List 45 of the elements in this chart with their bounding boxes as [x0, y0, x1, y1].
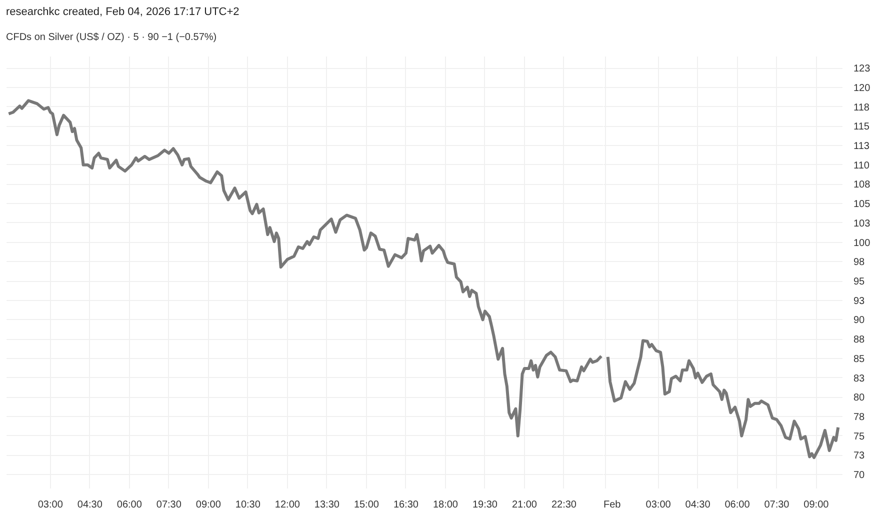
- y-tick-label: 83: [854, 373, 866, 384]
- y-tick-label: 88: [854, 334, 866, 346]
- x-tick-label: 09:00: [196, 500, 222, 510]
- y-tick-label: 113: [854, 141, 870, 152]
- x-tick-label: 18:00: [432, 500, 458, 510]
- y-tick-label: 73: [854, 450, 866, 462]
- x-tick-label: 12:00: [274, 500, 300, 510]
- x-tick-label: 21:00: [512, 500, 538, 510]
- chart-subtitle: CFDs on Silver (US$ / OZ) · 5 · 90 −1 (−0.57%): [6, 31, 217, 45]
- x-tick-label: 09:00: [804, 500, 830, 510]
- y-tick-label: 118: [854, 102, 870, 114]
- x-tick-label: 04:30: [77, 500, 103, 510]
- y-tick-label: 93: [854, 296, 866, 307]
- y-tick-label: 78: [854, 412, 866, 423]
- x-tick-label: 07:30: [764, 500, 790, 510]
- y-tick-label: 105: [854, 199, 871, 210]
- x-tick-label: 06:00: [724, 500, 750, 510]
- x-tick-label: 07:30: [156, 500, 182, 510]
- x-tick-label: 16:30: [393, 500, 419, 510]
- y-tick-label: 85: [854, 354, 866, 365]
- y-tick-label: 123: [854, 64, 871, 75]
- x-tick-label: 04:30: [685, 500, 711, 510]
- y-tick-label: 100: [854, 238, 871, 249]
- x-tick-label: Feb: [604, 500, 622, 510]
- x-tick-label: 19:30: [472, 500, 498, 510]
- y-tick-label: 103: [854, 218, 871, 230]
- x-tick-label: 10:30: [235, 500, 261, 510]
- x-tick-label: 06:00: [116, 500, 142, 510]
- x-tick-label: 13:30: [314, 500, 340, 510]
- y-tick-label: 95: [854, 276, 866, 288]
- y-tick-label: 90: [854, 315, 866, 326]
- y-tick-label: 80: [854, 392, 866, 404]
- y-tick-label: 98: [854, 257, 866, 268]
- y-tick-label: 108: [854, 180, 871, 191]
- chart-title: researchkc created, Feb 04, 2026 17:17 UTC+2: [6, 5, 240, 20]
- y-tick-label: 110: [854, 160, 870, 172]
- y-tick-label: 120: [854, 82, 871, 94]
- y-tick-label: 115: [854, 122, 870, 133]
- line-series: [606, 339, 840, 460]
- y-tick-label: 70: [854, 470, 866, 482]
- y-tick-label: 75: [854, 431, 866, 442]
- x-tick-label: 15:00: [354, 500, 380, 510]
- x-tick-label: 22:30: [551, 500, 577, 510]
- x-tick-label: 03:00: [646, 500, 672, 510]
- x-tick-label: 03:00: [38, 500, 64, 510]
